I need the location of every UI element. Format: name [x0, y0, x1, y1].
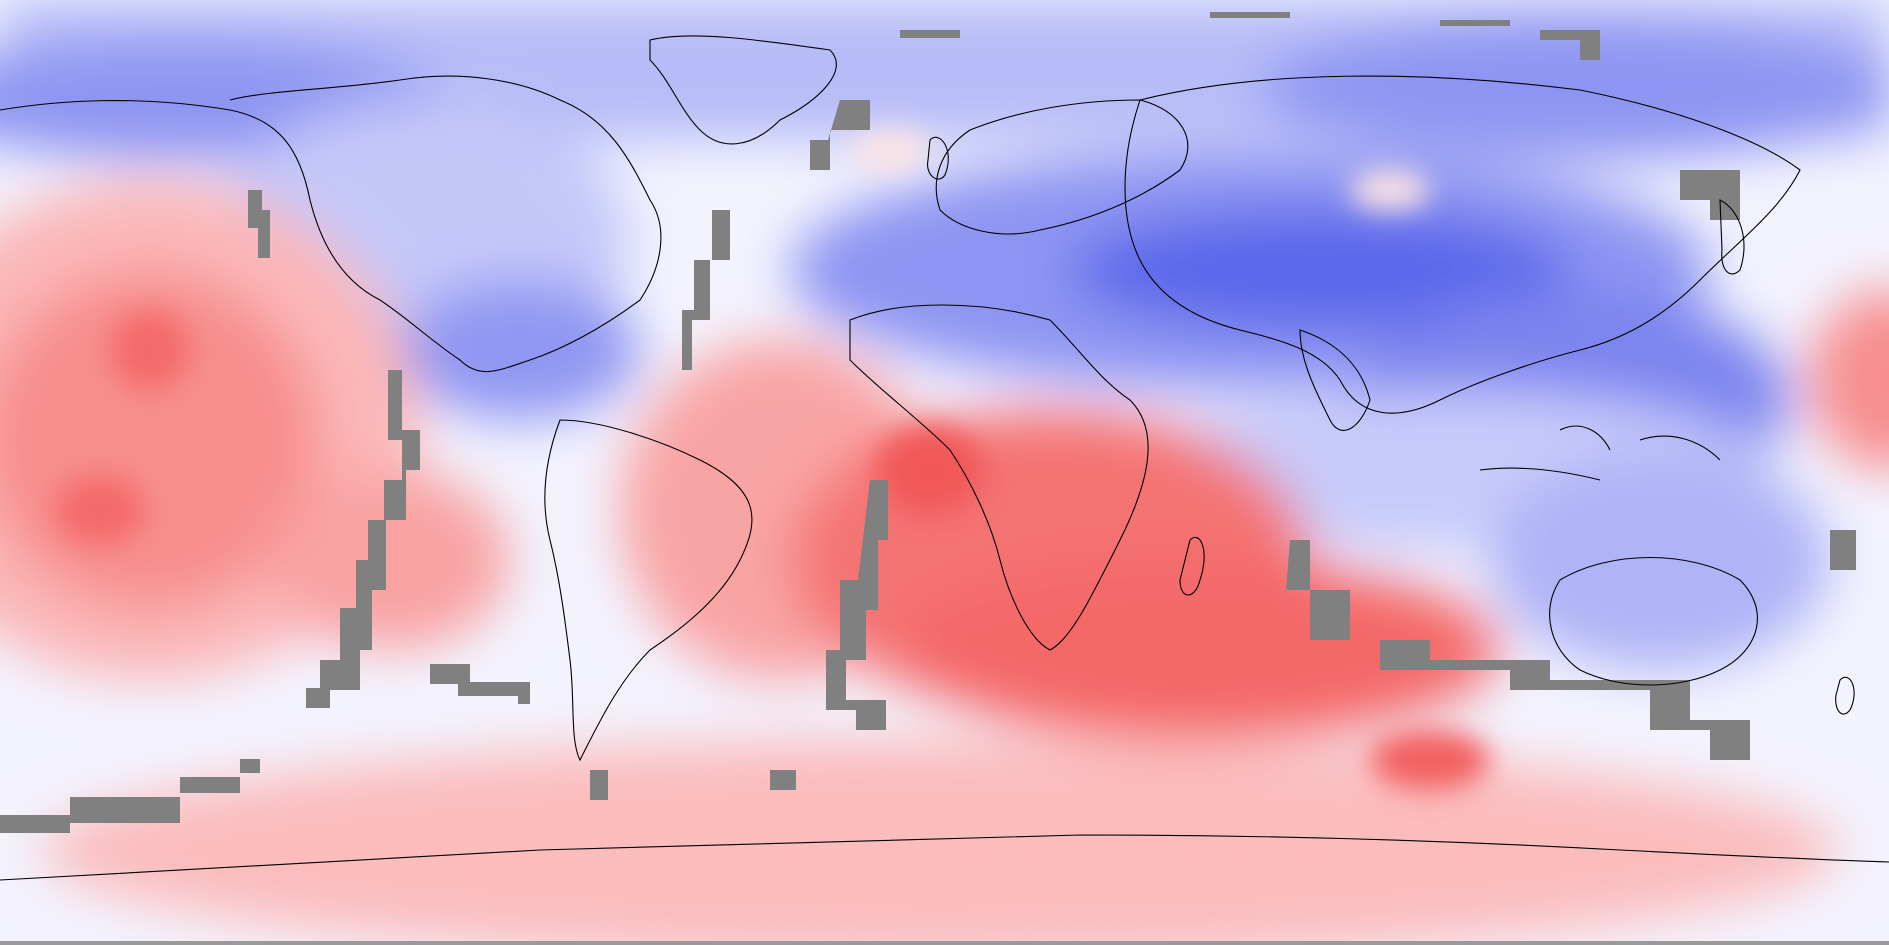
masked-cell-canada [248, 190, 270, 258]
coast-asia [1124, 75, 1801, 414]
masked-cell-atlantic-ridge [682, 210, 730, 370]
se-pacific-warm [270, 470, 510, 650]
south-warm-band [40, 740, 1840, 945]
coast-madagascar [1179, 537, 1205, 596]
atlantic-warm-spot [875, 425, 985, 515]
masked-cell-se-pacific [430, 664, 530, 704]
coast-africa [849, 304, 1149, 651]
map-bottom-edge [0, 941, 1889, 945]
asia-cold-core [1070, 210, 1570, 330]
masked-cell-chile-offshore [306, 370, 420, 708]
coast-india [1299, 329, 1371, 431]
coast-antarctica [0, 834, 1889, 881]
north-cold-core-east [1260, 20, 1889, 160]
coastlines-layer [0, 35, 1889, 881]
coast-greenland [649, 35, 837, 145]
coast-new-zealand [1835, 677, 1855, 715]
mongolia-warm-spot [1350, 170, 1430, 210]
coast-europe [935, 99, 1189, 235]
pacific-warm-spot-2 [55, 475, 145, 545]
coast-north-america [0, 75, 662, 373]
coast-uk [927, 136, 949, 180]
coast-japan [1719, 199, 1745, 275]
masked-cell-arctic-1 [900, 30, 960, 38]
masked-cell-atlantic-s [826, 480, 888, 730]
sohio-warm-spot [1370, 730, 1490, 790]
n-atlantic-warm-spot [850, 130, 930, 170]
pacific-warm-spot-1 [110, 310, 190, 390]
masked-cells-layer [0, 12, 1856, 833]
masked-cell-s-america-tip [590, 770, 608, 800]
masked-cell-arctic-3 [1440, 20, 1510, 26]
masked-cell-arctic-4 [1540, 30, 1600, 60]
masked-cell-japan-sea [1680, 170, 1740, 220]
masked-cell-arctic-2 [1210, 12, 1290, 18]
coast-australia [1549, 557, 1758, 686]
masked-cell-n-atlantic [810, 100, 870, 170]
far-east-warm [1809, 290, 1889, 470]
masked-cell-s-pacific [0, 759, 260, 833]
masked-cell-tasman [1830, 530, 1856, 570]
caribbean-cold [400, 280, 640, 420]
coast-south-america [544, 419, 753, 762]
coast-indonesia [1479, 425, 1721, 481]
masked-cell-s-atlantic-small [770, 770, 796, 790]
australia-cool [1490, 450, 1830, 670]
